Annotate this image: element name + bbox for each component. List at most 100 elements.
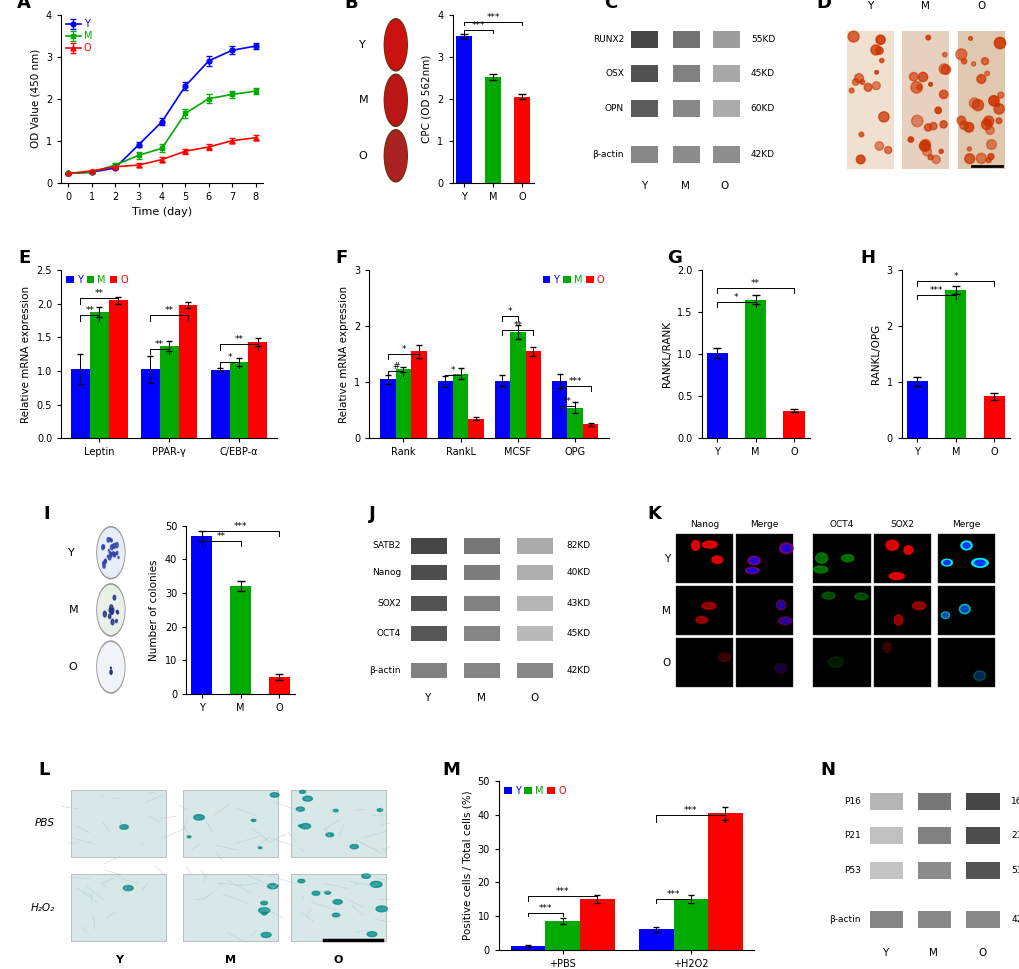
Ellipse shape xyxy=(971,558,987,567)
Text: M: M xyxy=(661,606,671,615)
Text: *: * xyxy=(450,366,454,375)
Ellipse shape xyxy=(775,600,785,610)
Text: O: O xyxy=(359,151,367,161)
Text: ***: *** xyxy=(538,904,551,913)
Text: Y: Y xyxy=(359,40,365,49)
Ellipse shape xyxy=(711,556,721,563)
Text: **: ** xyxy=(216,532,225,541)
Circle shape xyxy=(103,561,105,565)
Circle shape xyxy=(110,609,113,614)
Circle shape xyxy=(296,807,304,811)
Y-axis label: Relative mRNA expression: Relative mRNA expression xyxy=(21,286,32,422)
Circle shape xyxy=(332,913,339,917)
Ellipse shape xyxy=(827,657,842,668)
Circle shape xyxy=(985,158,990,163)
Circle shape xyxy=(916,84,921,90)
Text: Merge: Merge xyxy=(750,520,779,529)
Circle shape xyxy=(854,74,862,82)
Circle shape xyxy=(385,132,407,180)
Ellipse shape xyxy=(894,615,902,625)
Legend: Y, M, O: Y, M, O xyxy=(503,786,566,797)
Text: 45KD: 45KD xyxy=(750,69,774,78)
Text: 40KD: 40KD xyxy=(566,569,590,578)
FancyBboxPatch shape xyxy=(411,663,447,678)
Circle shape xyxy=(376,906,387,912)
Circle shape xyxy=(112,551,114,555)
Bar xyxy=(178,305,198,438)
Bar xyxy=(109,300,127,438)
Ellipse shape xyxy=(691,541,699,550)
Circle shape xyxy=(870,45,880,55)
Text: SOX2: SOX2 xyxy=(890,520,913,529)
Circle shape xyxy=(938,64,949,74)
Text: OSX: OSX xyxy=(604,69,624,78)
Bar xyxy=(551,381,567,438)
FancyBboxPatch shape xyxy=(712,65,739,81)
Circle shape xyxy=(875,35,884,45)
Circle shape xyxy=(993,104,1004,114)
Circle shape xyxy=(118,556,119,558)
Circle shape xyxy=(922,147,930,156)
Circle shape xyxy=(994,38,1005,48)
Bar xyxy=(229,362,249,438)
Bar xyxy=(290,790,386,858)
FancyBboxPatch shape xyxy=(463,663,500,678)
Circle shape xyxy=(976,75,984,83)
Ellipse shape xyxy=(747,556,759,565)
Ellipse shape xyxy=(813,566,826,573)
FancyBboxPatch shape xyxy=(869,911,903,927)
Text: 21KD: 21KD xyxy=(1010,830,1019,840)
Ellipse shape xyxy=(777,617,792,625)
Y-axis label: CPC (OD 562nm): CPC (OD 562nm) xyxy=(421,54,431,142)
Text: OPN: OPN xyxy=(604,105,624,113)
Ellipse shape xyxy=(821,592,835,599)
Text: Nanog: Nanog xyxy=(689,520,718,529)
Bar xyxy=(707,813,742,950)
Bar xyxy=(783,411,804,438)
Circle shape xyxy=(258,847,262,849)
FancyBboxPatch shape xyxy=(463,539,500,553)
Circle shape xyxy=(852,78,858,85)
Text: D: D xyxy=(816,0,830,12)
Bar xyxy=(812,639,869,687)
Circle shape xyxy=(875,47,882,54)
Bar xyxy=(511,947,545,950)
Text: Y: Y xyxy=(881,949,888,958)
Bar xyxy=(873,586,930,635)
Circle shape xyxy=(849,88,853,93)
Bar xyxy=(141,369,160,438)
Circle shape xyxy=(983,119,989,125)
Text: M: M xyxy=(681,181,689,192)
Text: Merge: Merge xyxy=(951,520,979,529)
X-axis label: Time (day): Time (day) xyxy=(131,207,192,217)
Bar xyxy=(191,536,212,694)
Bar xyxy=(582,424,598,438)
Ellipse shape xyxy=(781,618,789,623)
Circle shape xyxy=(384,130,407,182)
Text: P21: P21 xyxy=(844,830,860,840)
Bar xyxy=(736,586,793,635)
Bar xyxy=(676,586,733,635)
Y-axis label: Positive cells / Total cells (%): Positive cells / Total cells (%) xyxy=(462,791,472,940)
Text: **: ** xyxy=(750,279,759,288)
Circle shape xyxy=(98,528,124,578)
Circle shape xyxy=(918,141,929,151)
Circle shape xyxy=(107,555,108,557)
Circle shape xyxy=(104,560,106,563)
Circle shape xyxy=(109,608,111,612)
Circle shape xyxy=(300,791,305,794)
Bar xyxy=(957,31,1004,170)
Ellipse shape xyxy=(941,559,952,566)
Ellipse shape xyxy=(701,603,715,610)
Circle shape xyxy=(113,595,115,600)
Ellipse shape xyxy=(889,573,904,579)
Text: ***: *** xyxy=(568,377,582,387)
Ellipse shape xyxy=(748,569,756,573)
FancyBboxPatch shape xyxy=(516,596,553,610)
FancyBboxPatch shape xyxy=(411,596,447,610)
Text: *: * xyxy=(227,354,231,362)
Ellipse shape xyxy=(975,672,982,678)
Circle shape xyxy=(964,154,974,164)
Circle shape xyxy=(251,819,256,822)
Circle shape xyxy=(299,825,302,827)
